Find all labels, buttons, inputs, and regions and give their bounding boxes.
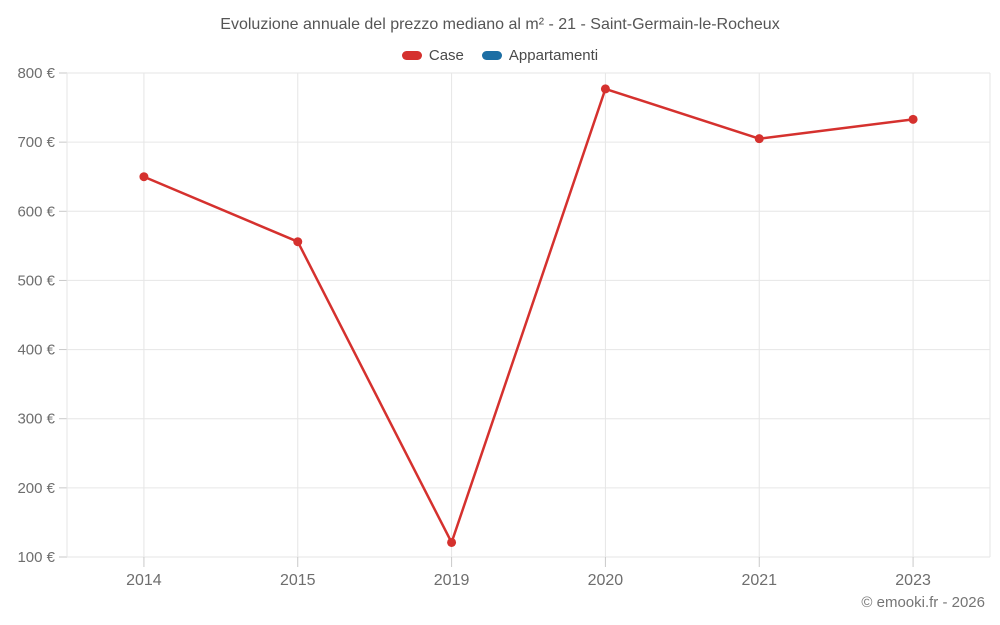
y-axis-label: 600 €: [17, 203, 55, 220]
legend-label-appartamenti: Appartamenti: [508, 47, 599, 64]
y-axis-label: 500 €: [17, 272, 55, 289]
legend-swatch-appartamenti: [481, 51, 502, 60]
y-axis-label: 400 €: [17, 342, 55, 359]
x-axis-label: 2019: [434, 572, 470, 589]
x-axis-label: 2014: [126, 572, 162, 589]
legend-item-case[interactable]: Case: [401, 47, 464, 64]
legend-item-appartamenti[interactable]: Appartamenti: [481, 47, 599, 64]
y-axis-label: 300 €: [17, 411, 55, 428]
series-line-case: [142, 87, 915, 544]
data-point-case-2015[interactable]: [293, 237, 303, 247]
y-axis-label: 200 €: [17, 480, 55, 497]
x-axis-label: 2021: [741, 572, 777, 589]
data-point-case-2019[interactable]: [447, 537, 457, 547]
legend-label-case: Case: [428, 47, 464, 64]
y-axis-label: 700 €: [17, 134, 55, 151]
data-point-case-2021[interactable]: [754, 134, 764, 144]
y-axis-label: 800 €: [17, 65, 55, 82]
data-point-case-2020[interactable]: [600, 84, 610, 94]
chart-title: Evoluzione annuale del prezzo mediano al…: [220, 16, 780, 33]
copyright-credit: © emooki.fr - 2026: [861, 594, 985, 611]
data-point-case-2014[interactable]: [139, 172, 149, 182]
data-point-case-2023[interactable]: [908, 114, 918, 124]
legend-swatch-case: [401, 51, 422, 60]
chart-legend: Case Appartamenti: [0, 47, 1000, 64]
x-axis-label: 2023: [895, 572, 931, 589]
x-axis-label: 2015: [280, 572, 316, 589]
x-axis-label: 2020: [588, 572, 624, 589]
y-axis-label: 100 €: [17, 549, 55, 566]
